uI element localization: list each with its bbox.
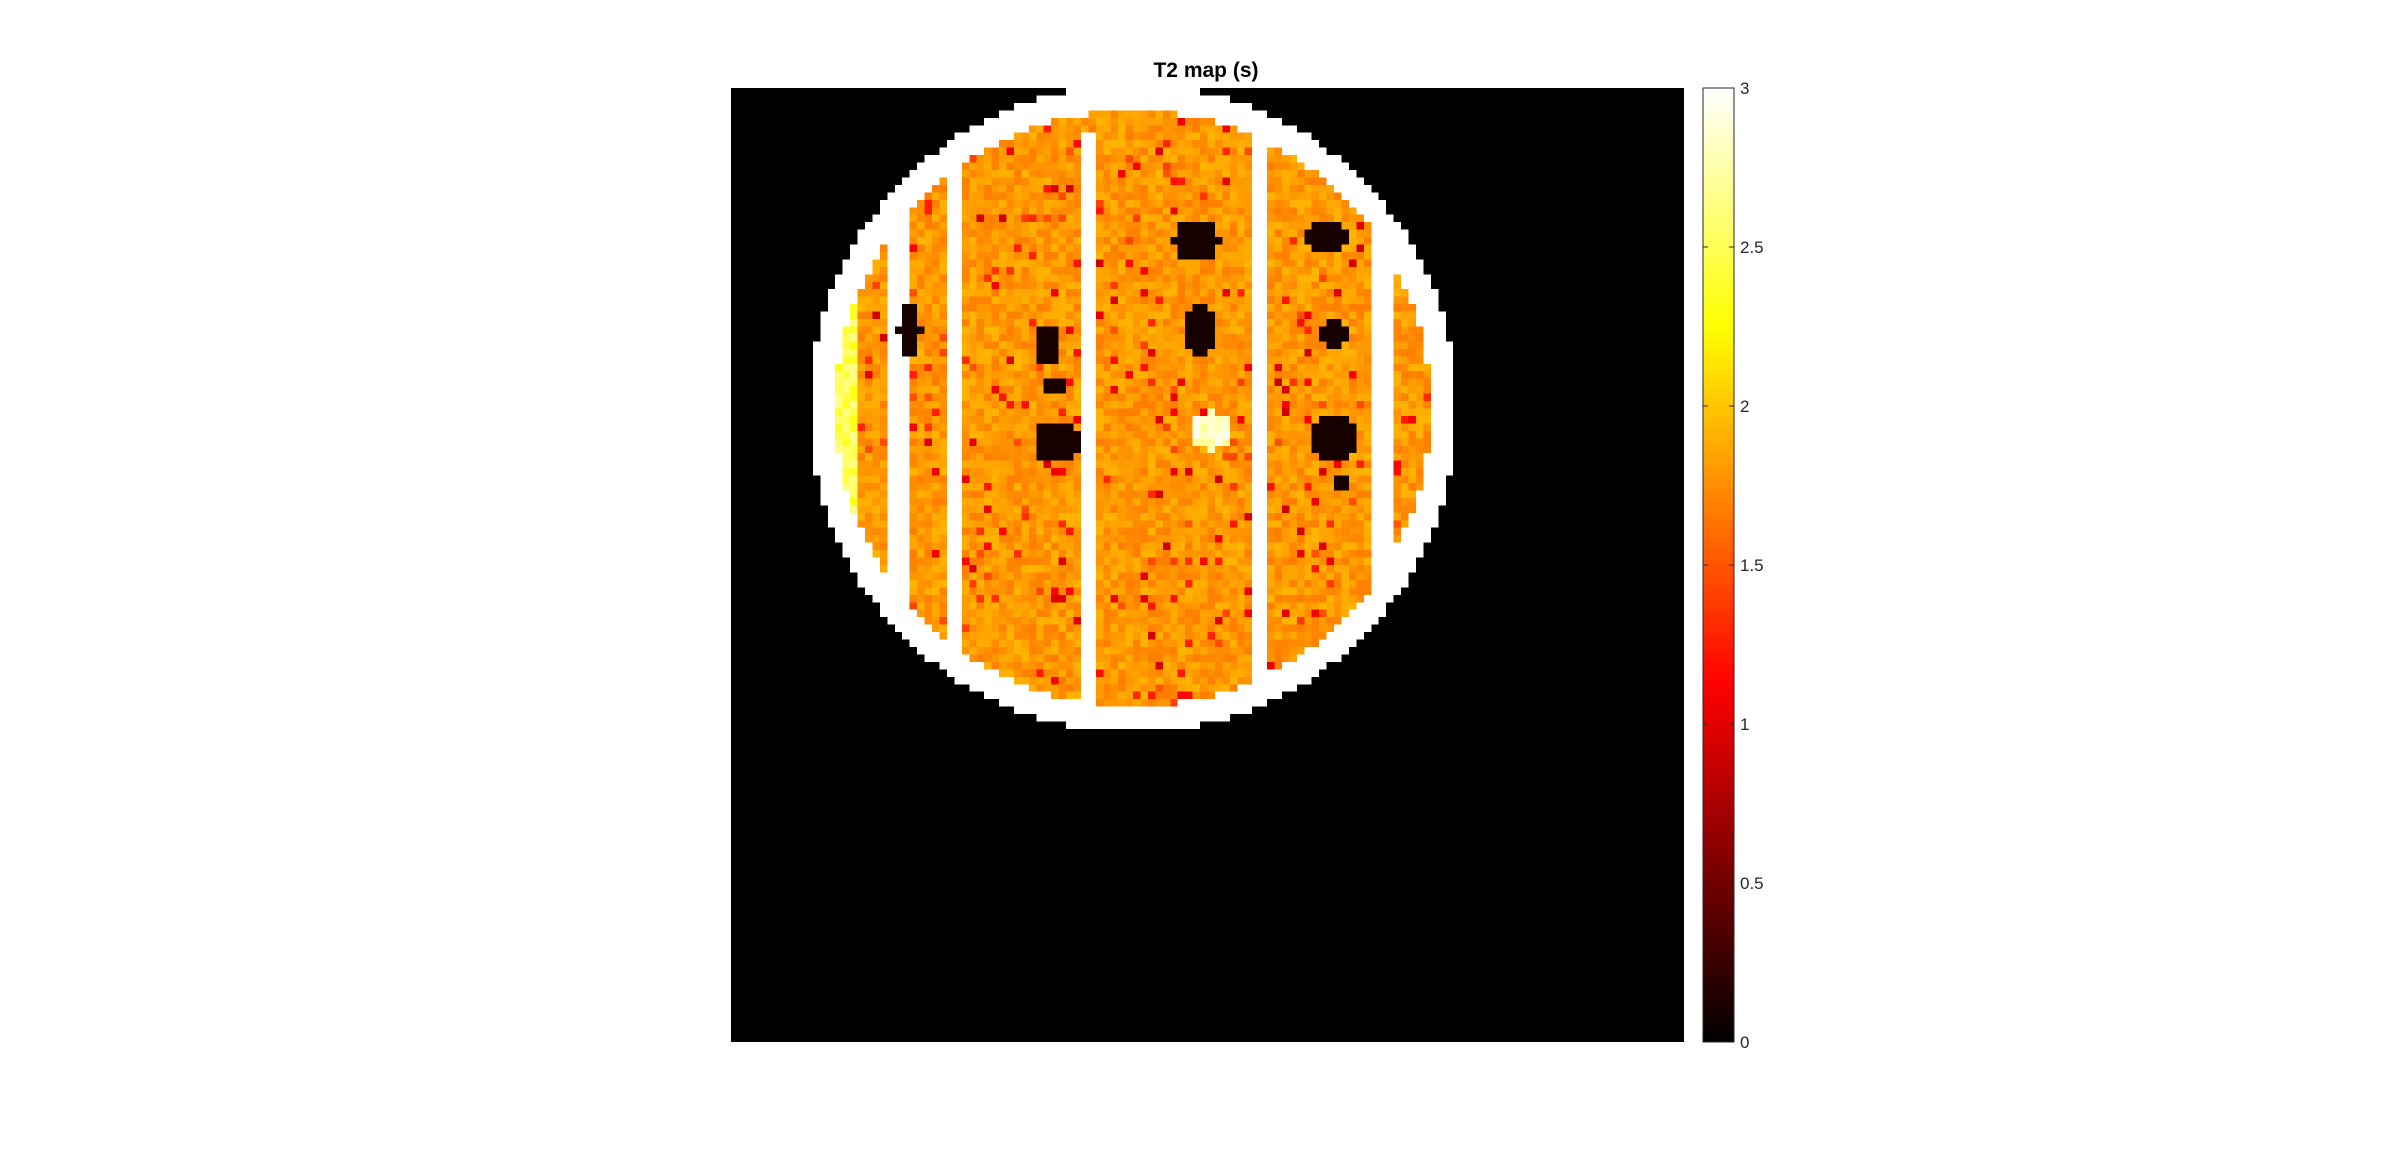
colorbar-tick-label: 0 xyxy=(1740,1033,1749,1052)
heatmap-image xyxy=(731,88,1684,1042)
colorbar: 0 0.5 1 1.5 2 2.5 3 xyxy=(1702,79,1764,1052)
colorbar-tick-label: 1 xyxy=(1740,715,1749,734)
colorbar-tick-label: 0.5 xyxy=(1740,874,1764,893)
colorbar-tick-label: 2 xyxy=(1740,397,1749,416)
colorbar-tick-label: 3 xyxy=(1740,79,1749,98)
colorbar-tick-label: 2.5 xyxy=(1740,238,1764,257)
chart-title: T2 map (s) xyxy=(1153,59,1258,82)
colorbar-gradient xyxy=(1703,88,1734,1042)
colorbar-ticks: 0 0.5 1 1.5 2 2.5 3 xyxy=(1703,79,1764,1052)
heatmap-axes xyxy=(731,88,1684,1042)
colorbar-tick-label: 1.5 xyxy=(1740,556,1764,575)
